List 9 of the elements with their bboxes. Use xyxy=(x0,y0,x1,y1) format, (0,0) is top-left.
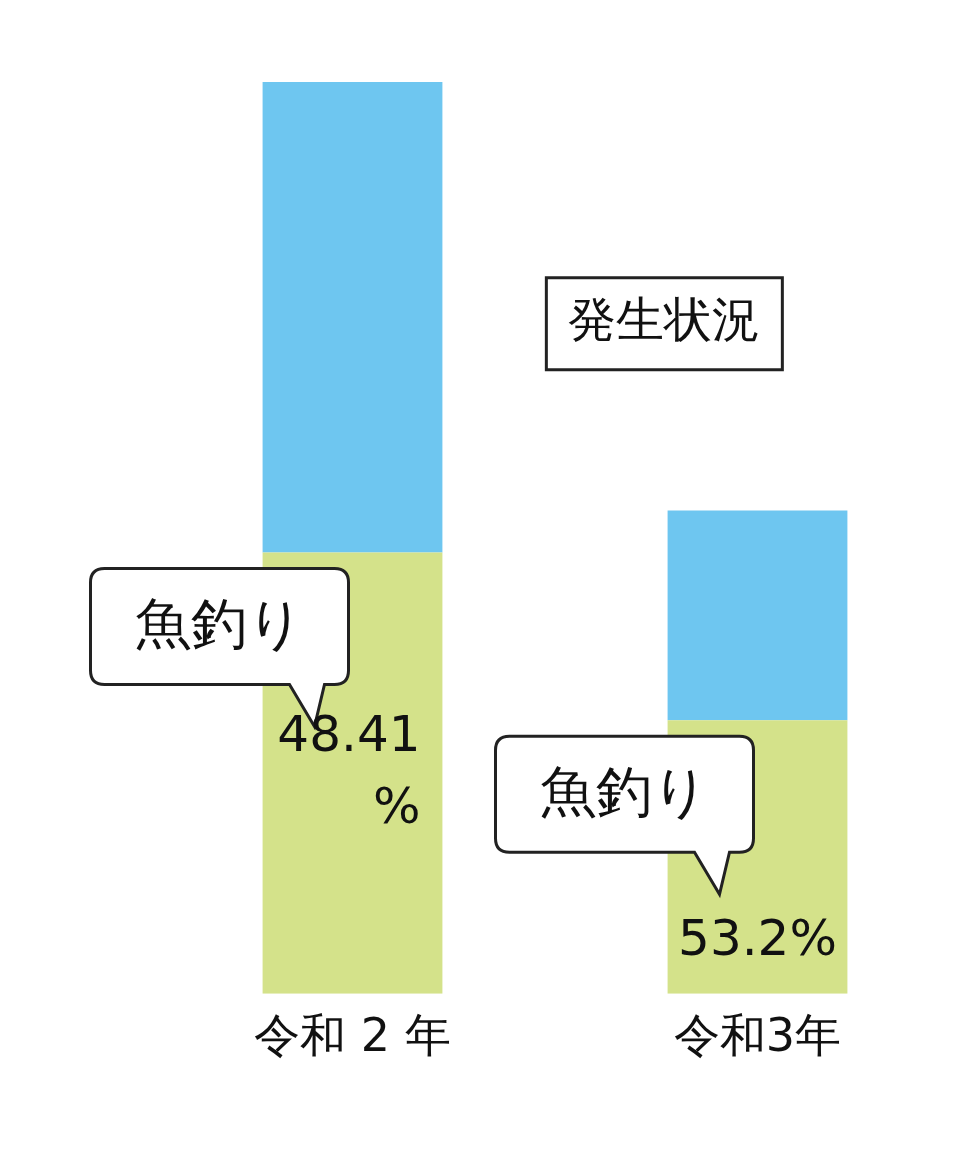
bar xyxy=(262,82,443,553)
text: 魚釣り xyxy=(540,758,709,824)
x-tick-label: 令和 2 年 xyxy=(254,1008,451,1063)
annotation: 発生状況 xyxy=(568,291,761,348)
x-tick-label: 令和3年 xyxy=(673,1008,842,1063)
annotation: 53.2% xyxy=(678,909,837,968)
annotation: 48.41% xyxy=(277,705,421,836)
series-label: 魚釣り xyxy=(135,591,304,657)
bar xyxy=(667,510,848,721)
